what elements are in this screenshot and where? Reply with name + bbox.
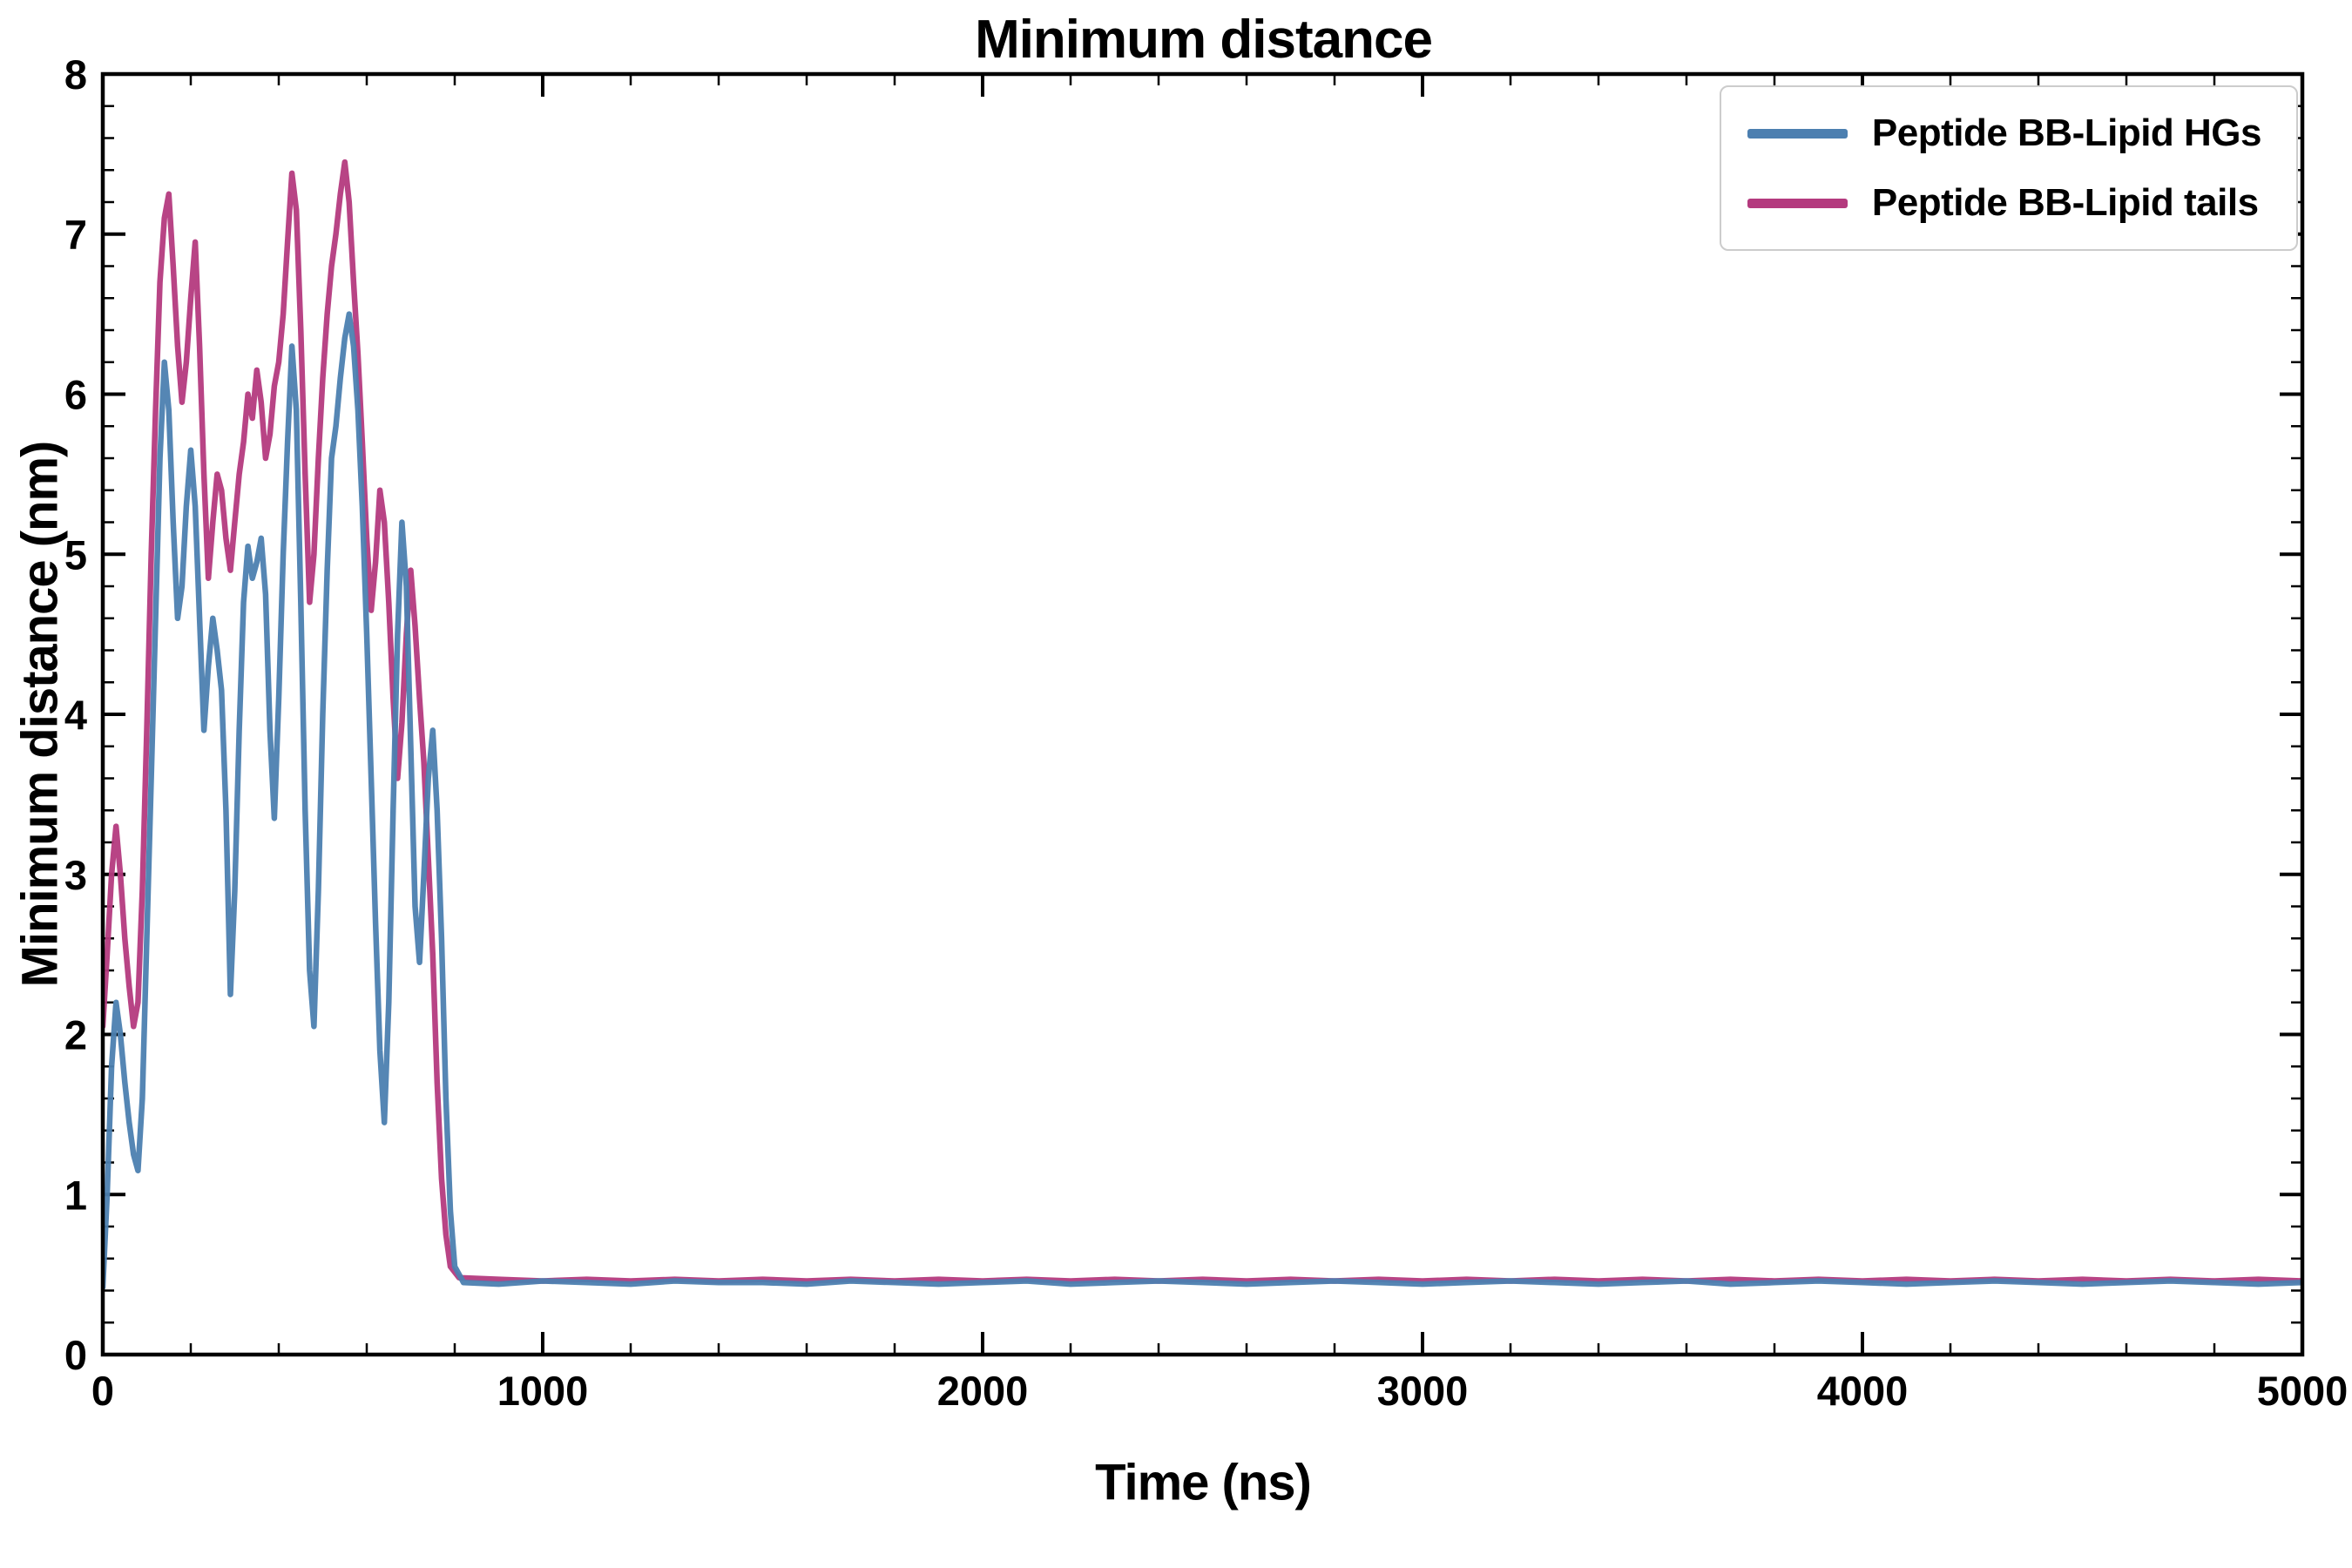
svg-text:2000: 2000: [937, 1368, 1029, 1414]
svg-text:2: 2: [64, 1012, 87, 1058]
svg-text:0: 0: [91, 1368, 114, 1414]
svg-text:8: 8: [64, 51, 87, 98]
legend-entry: Peptide BB-Lipid HGs: [1747, 112, 2262, 155]
legend-label-tails: Peptide BB-Lipid tails: [1871, 181, 2259, 224]
svg-text:5: 5: [64, 531, 87, 578]
x-axis-label: Time (ns): [1095, 1454, 1312, 1511]
svg-text:0: 0: [64, 1332, 87, 1378]
legend-label-hgs: Peptide BB-Lipid HGs: [1871, 112, 2262, 154]
svg-text:4: 4: [64, 692, 87, 738]
series-tails-swatch: [1747, 198, 1848, 208]
legend-entry: Peptide BB-Lipid tails: [1747, 181, 2261, 225]
svg-text:1: 1: [64, 1172, 87, 1218]
chart-title: Minimum distance: [975, 10, 1433, 70]
svg-text:1000: 1000: [497, 1368, 589, 1414]
svg-text:3000: 3000: [1377, 1368, 1469, 1414]
svg-text:3: 3: [64, 852, 87, 898]
legend: Peptide BB-Lipid HGs Peptide BB-Lipid ta…: [1719, 85, 2298, 251]
svg-text:4000: 4000: [1817, 1368, 1909, 1414]
svg-text:6: 6: [64, 372, 87, 418]
svg-text:7: 7: [64, 212, 87, 258]
svg-text:5000: 5000: [2257, 1368, 2349, 1414]
series-hgs-swatch: [1747, 128, 1848, 139]
